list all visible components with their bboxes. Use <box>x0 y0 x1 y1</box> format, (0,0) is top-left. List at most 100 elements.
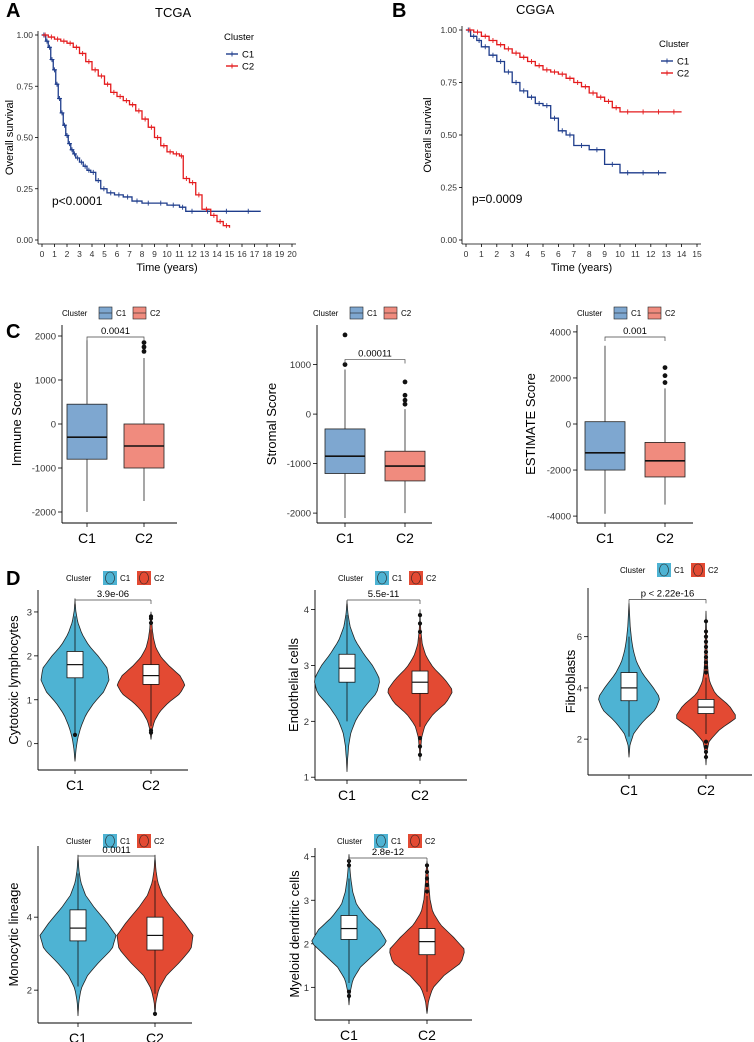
outlier-point <box>703 749 709 755</box>
outlier-point <box>346 989 352 994</box>
censor-mark <box>575 80 581 85</box>
censor-mark <box>605 98 611 104</box>
panel-label-a: A <box>6 0 20 22</box>
legend-key-censor <box>664 70 670 76</box>
censor-mark <box>467 27 473 33</box>
outlier-point <box>417 744 423 749</box>
censor-mark <box>559 71 565 77</box>
survival-curve-c1 <box>466 29 667 174</box>
censor-mark <box>42 32 48 38</box>
x-tick-label: 12 <box>187 249 197 259</box>
x-tick-label-c1: C1 <box>78 530 96 546</box>
x-tick-label-c2: C2 <box>396 530 414 546</box>
outlier-point <box>72 732 78 737</box>
box-c1 <box>584 421 626 471</box>
y-tick-label: -2000 <box>547 466 571 477</box>
x-tick-label: 0 <box>40 249 45 259</box>
x-tick-label: 14 <box>677 249 687 259</box>
outlier-point <box>703 619 709 624</box>
censor-mark <box>80 50 86 56</box>
outlier-point <box>703 649 709 655</box>
censor-mark <box>92 67 98 73</box>
x-tick-label: 4 <box>525 249 530 259</box>
outlier-point <box>342 362 348 367</box>
censor-mark <box>482 33 488 39</box>
x-tick-label-c2: C2 <box>697 782 715 798</box>
outlier-point <box>402 397 408 403</box>
legend-key-shape <box>376 834 386 848</box>
censor-mark <box>95 178 101 184</box>
censor-mark <box>505 69 511 75</box>
censor-mark <box>203 206 209 212</box>
x-tick-label: 1 <box>52 249 57 259</box>
censor-mark <box>544 67 550 73</box>
censor-mark <box>528 94 534 100</box>
legend-label-c1: C1 <box>391 837 402 846</box>
y-tick-label: 4 <box>304 605 309 616</box>
y-tick-label: 3 <box>304 896 309 907</box>
outlier-point <box>703 655 709 660</box>
censor-mark <box>190 180 196 186</box>
censor-mark <box>130 102 136 108</box>
censor-mark <box>148 124 154 130</box>
censor-mark <box>170 202 176 208</box>
violin-fibroblasts: Cluster C1 C2 2 4 6 Fibroblasts C1 C2 p < 2.22e-1… <box>563 563 752 798</box>
y-tick-label: 0 <box>566 420 571 431</box>
p-value-annotation: p<0.0001 <box>52 194 103 208</box>
x-tick-label: 8 <box>587 249 592 259</box>
y-tick-label: 0 <box>51 420 56 431</box>
censor-mark <box>513 80 519 85</box>
censor-mark <box>55 36 61 42</box>
x-tick-label-c2: C2 <box>135 530 153 546</box>
legend-title: Cluster <box>66 837 92 846</box>
y-axis-title: Myeloid dendritic cells <box>287 870 302 998</box>
boxplot-estimate-score: Cluster C1 C2 -4000 -2000 0 2000 4000 ESTIMATE S… <box>523 306 693 546</box>
x-tick-label: 1 <box>479 249 484 259</box>
censor-mark <box>513 50 519 56</box>
censor-mark <box>59 110 65 116</box>
legend-key-shape <box>139 571 149 585</box>
x-tick-label-c2: C2 <box>411 787 429 803</box>
legend-key-shape <box>139 834 149 848</box>
censor-mark <box>528 59 534 64</box>
y-tick-label: 4 <box>27 913 32 924</box>
censor-mark <box>145 200 151 206</box>
censor-mark <box>656 170 661 176</box>
x-tick-label: 9 <box>152 249 157 259</box>
y-tick-label: 2 <box>304 939 309 950</box>
censor-mark <box>552 115 558 121</box>
censor-mark <box>48 34 54 40</box>
legend-label-c1: C1 <box>116 309 127 318</box>
x-axis-title: Time (years) <box>551 262 612 274</box>
outlier-point <box>402 401 408 407</box>
y-tick-label: -2000 <box>287 509 311 520</box>
censor-mark <box>67 40 73 46</box>
legend-key-censor <box>229 51 235 57</box>
x-tick-label-c1: C1 <box>66 777 84 793</box>
x-tick-label: 11 <box>175 249 184 259</box>
outlier-point <box>703 639 709 644</box>
censor-mark <box>105 81 111 87</box>
outlier-point <box>141 344 147 350</box>
y-tick-label: -2000 <box>32 508 56 519</box>
legend-title: Cluster <box>313 309 339 318</box>
survival-curve-c2 <box>466 29 682 113</box>
inner-box <box>142 664 160 685</box>
p-value-label: 0.00011 <box>358 349 392 360</box>
censor-mark <box>72 151 77 157</box>
x-tick-label-c2: C2 <box>418 1027 436 1042</box>
y-axis-title: Monocytic lineage <box>6 882 21 986</box>
x-tick-label-c1: C1 <box>336 530 354 546</box>
y-axis-title: Endothelial cells <box>286 638 301 732</box>
p-value-label: 5.5e-11 <box>368 589 400 600</box>
violin-monocytic-lineage: Cluster C1 C2 2 4 Monocytic lineage C1 C2 0.0011 <box>6 834 194 1042</box>
legend-label-c1: C1 <box>242 50 254 61</box>
legend-key-shape <box>411 571 421 585</box>
censor-mark <box>671 109 677 115</box>
censor-mark <box>117 94 123 99</box>
y-axis-title: Fibroblasts <box>563 649 578 713</box>
y-tick-label: 2 <box>577 735 582 746</box>
censor-mark <box>498 42 504 48</box>
significance-bracket <box>604 336 666 341</box>
panel-label-d: D <box>6 568 20 590</box>
